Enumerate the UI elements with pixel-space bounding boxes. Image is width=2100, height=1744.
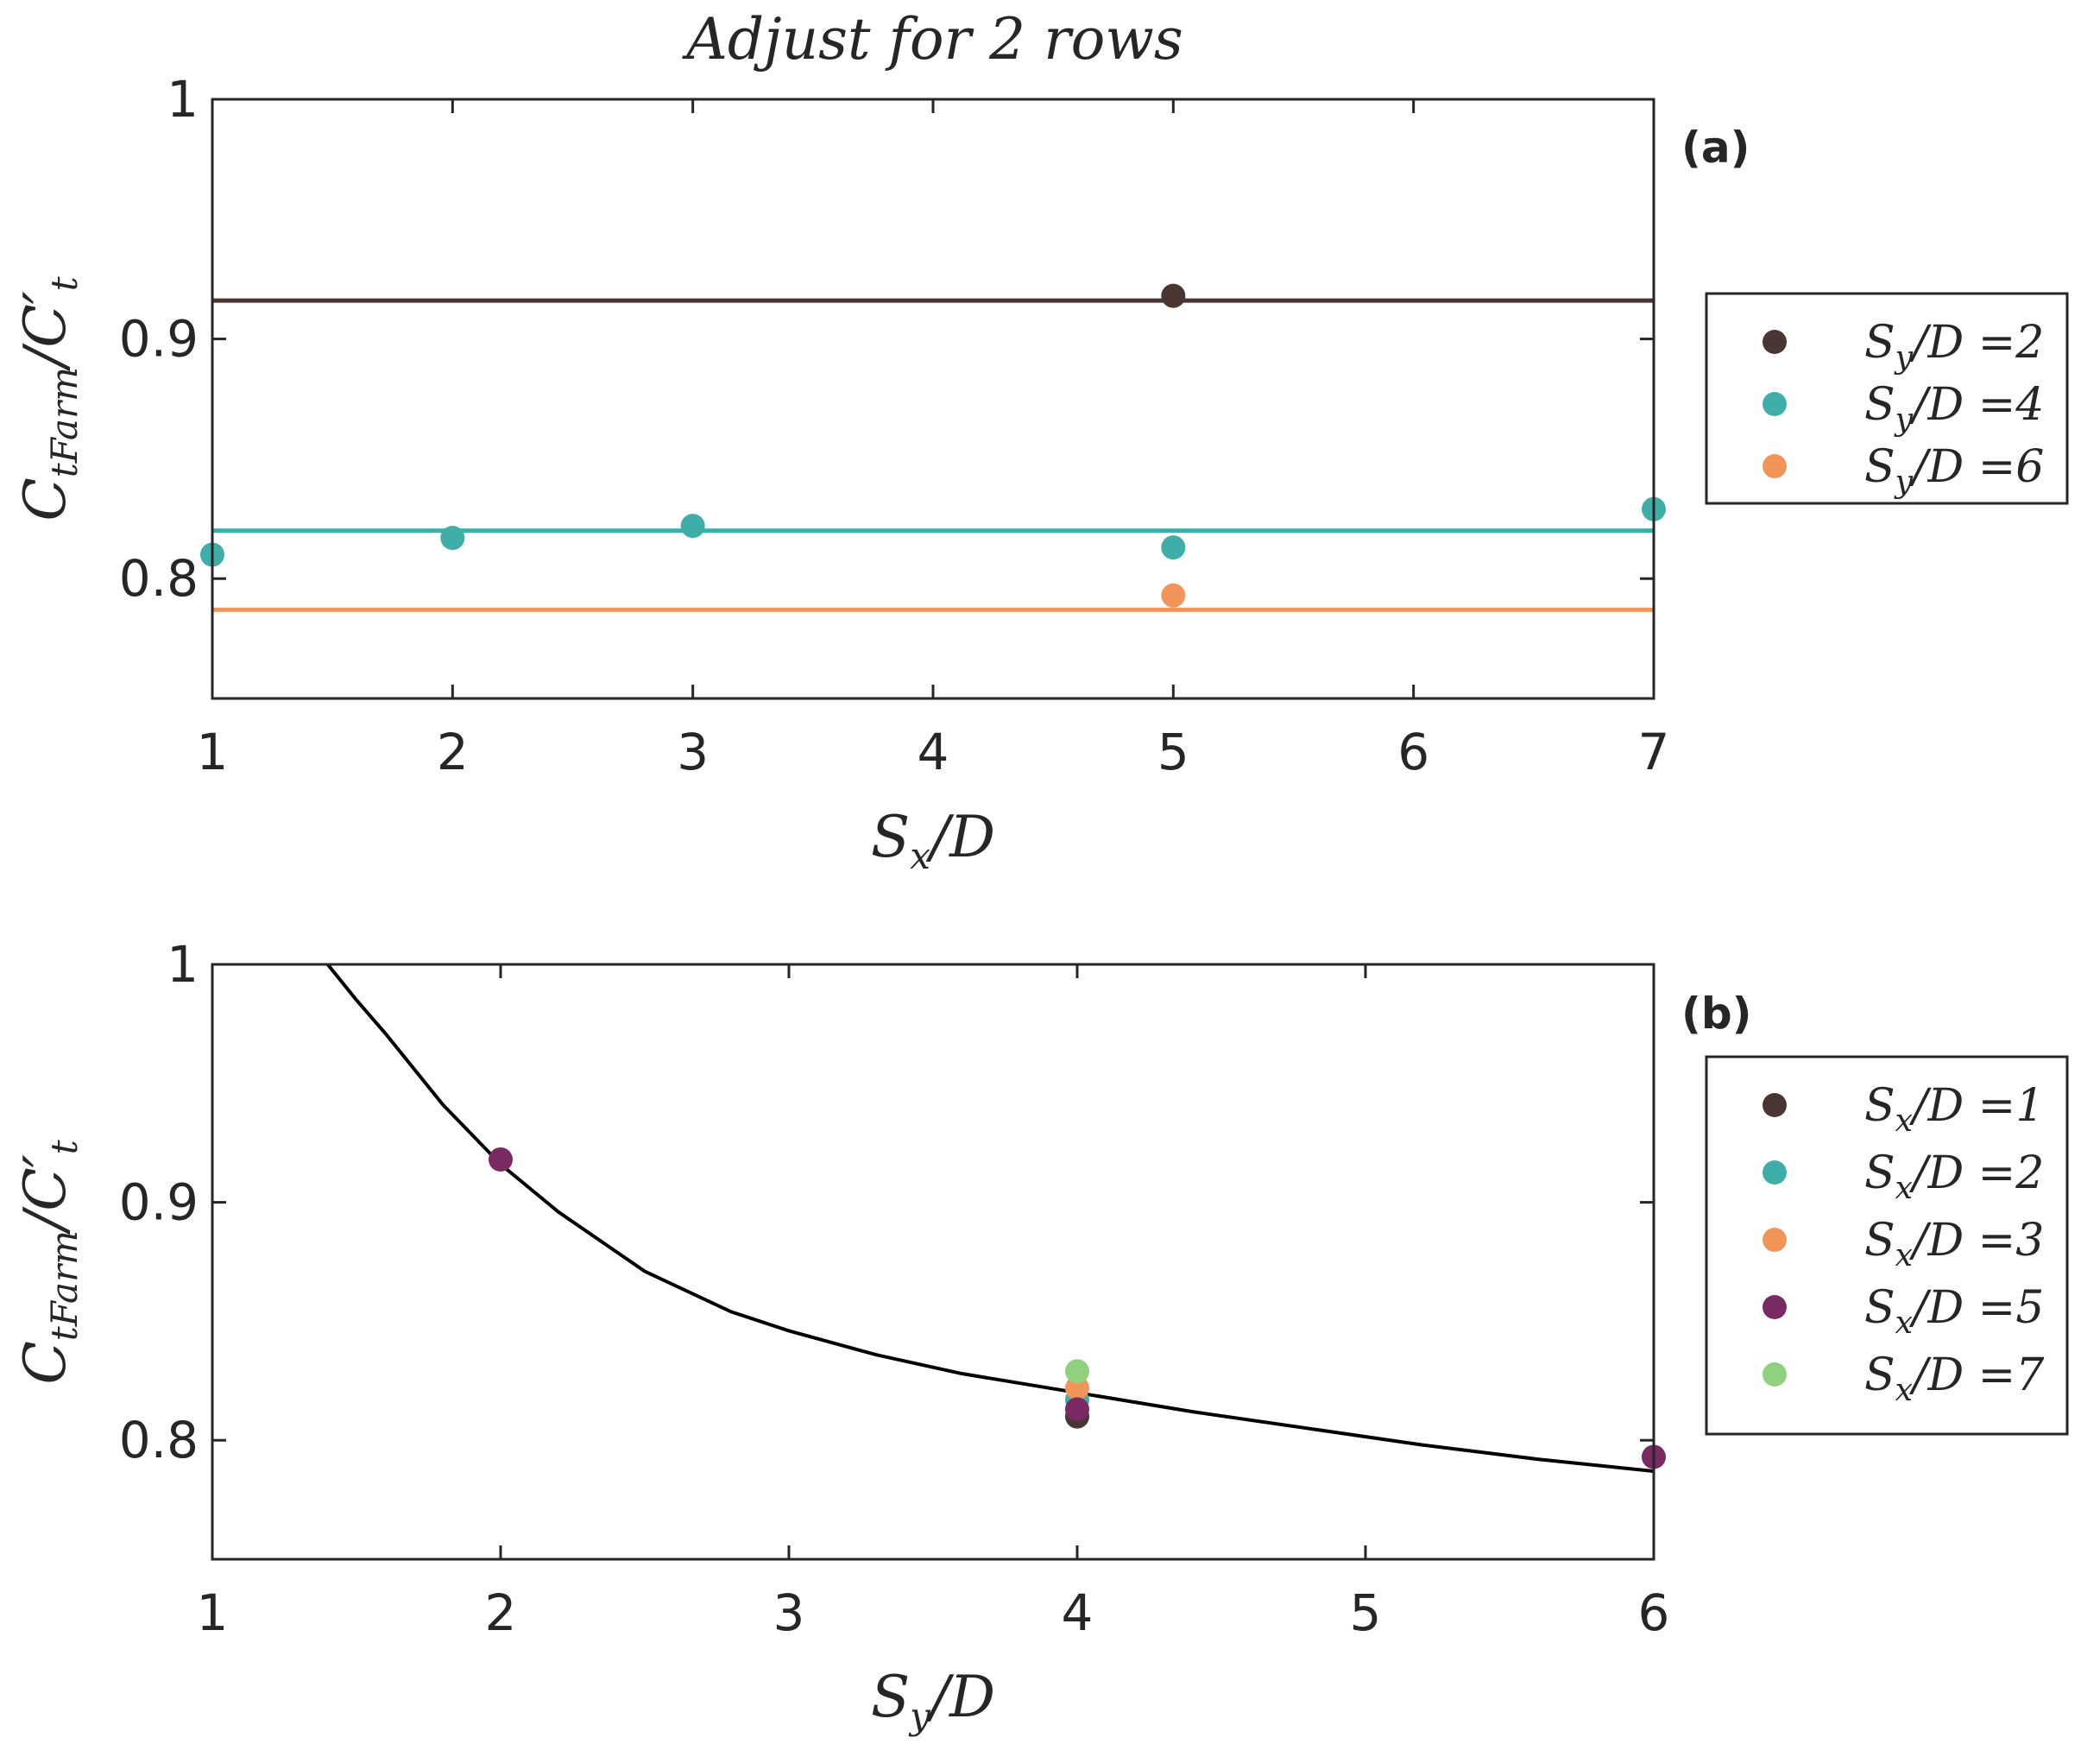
panel-a-legend-label: Sy/D =4 (1864, 379, 2044, 438)
panel-a-legend-marker (1763, 330, 1787, 354)
panel-b-ticks: 1 2 3 4 5 6 0.8 0.9 1 (119, 935, 1670, 1642)
panel-a-xtick-label: 4 (918, 723, 949, 781)
panel-a-data-point (1161, 583, 1186, 608)
panel-a-ticks: 1 2 3 4 5 6 7 0.8 0.9 1 (119, 70, 1670, 781)
panel-b-xtick-label: 5 (1350, 1583, 1382, 1642)
panel-a-legend-marker (1763, 454, 1787, 478)
panel-b-legend-label: Sx/D =2 (1864, 1147, 2044, 1206)
panel-a-legend-label: Sy/D =6 (1864, 441, 2044, 500)
panel-a-ytick-label: 0.9 (119, 310, 199, 369)
panel-b-legend-marker (1763, 1160, 1787, 1185)
panel-a-xtick-label: 6 (1397, 723, 1429, 781)
panel-b-legend-label: Sx/D =7 (1864, 1349, 2045, 1408)
panel-a-label: (a) (1681, 123, 1750, 173)
panel-a-legend-marker (1763, 392, 1787, 416)
panel-a-xtick-label: 5 (1157, 723, 1189, 781)
panel-b: 1 2 3 4 5 6 0.8 0.9 1 (b) Sy/D CtFarm/C′t Sx/D =… (12, 935, 2069, 1737)
panel-b-legend-marker (1763, 1228, 1787, 1252)
panel-a: 1 2 3 4 5 6 7 0.8 0.9 1 (a) Sx/D CtFarm/C′t Sy/D … (12, 70, 2069, 877)
panel-b-series (326, 963, 1666, 1474)
panel-b-legend: Sx/D =1 Sx/D =2 Sx/D =3 Sx/D =5 Sx/D =7 (1705, 1055, 2069, 1436)
panel-a-ytick-label: 1 (167, 70, 199, 129)
panel-a-ytick-label: 0.8 (119, 549, 199, 608)
panel-b-data-point (1065, 1375, 1089, 1400)
panel-b-data-point (1065, 1397, 1089, 1422)
panel-b-legend-marker (1763, 1295, 1787, 1319)
panel-b-xtick-label: 2 (485, 1583, 517, 1642)
panel-a-series (200, 283, 1666, 612)
panel-b-legend-label: Sx/D =1 (1864, 1080, 2044, 1139)
panel-b-ytick-label: 1 (167, 935, 199, 994)
panel-a-legend: Sy/D =2Sy/D =4Sy/D =6 (1705, 292, 2069, 505)
panel-b-ytick-label: 0.8 (119, 1411, 199, 1469)
panel-a-data-point (1161, 535, 1186, 560)
panel-b-xtick-label: 4 (1062, 1583, 1094, 1642)
panel-b-xtick-label: 3 (773, 1583, 805, 1642)
panel-a-ylabel: CtFarm/C′t (12, 276, 85, 521)
panel-b-legend-label: Sx/D =5 (1864, 1282, 2044, 1341)
panel-b-ytick-label: 0.9 (119, 1173, 199, 1232)
panel-a-xtick-label: 1 (197, 723, 229, 781)
panel-a-xtick-label: 7 (1638, 723, 1670, 781)
panel-b-ylabel: CtFarm/C′t (12, 1140, 85, 1384)
panel-a-xtick-label: 2 (437, 723, 469, 781)
figure-title: Adjust for 2 rows (681, 6, 1183, 73)
panel-a-legend-label: Sy/D =2 (1864, 317, 2044, 376)
panel-b-xlabel: Sy/D (871, 1664, 995, 1737)
panel-a-data-point (680, 514, 705, 539)
panel-b-legend-marker (1763, 1093, 1787, 1117)
panel-b-axes-frame (211, 963, 1655, 1561)
panel-a-xlabel: Sx/D (871, 804, 995, 877)
panel-b-legend-box (1705, 1055, 2069, 1436)
panel-b-legend-label: Sx/D =3 (1864, 1215, 2044, 1273)
panel-b-fit-curve (326, 963, 1655, 1474)
panel-b-legend-marker (1763, 1362, 1787, 1387)
panel-b-data-point (489, 1147, 513, 1172)
panel-b-xtick-label: 1 (197, 1583, 229, 1642)
panel-b-label: (b) (1681, 989, 1752, 1039)
panel-a-xtick-label: 3 (677, 723, 709, 781)
panel-a-data-point (1161, 283, 1186, 308)
panel-b-data-point (1065, 1359, 1089, 1384)
panel-b-xtick-label: 6 (1638, 1583, 1670, 1642)
panel-a-data-point (440, 526, 465, 551)
panel-a-legend-box (1705, 292, 2069, 505)
